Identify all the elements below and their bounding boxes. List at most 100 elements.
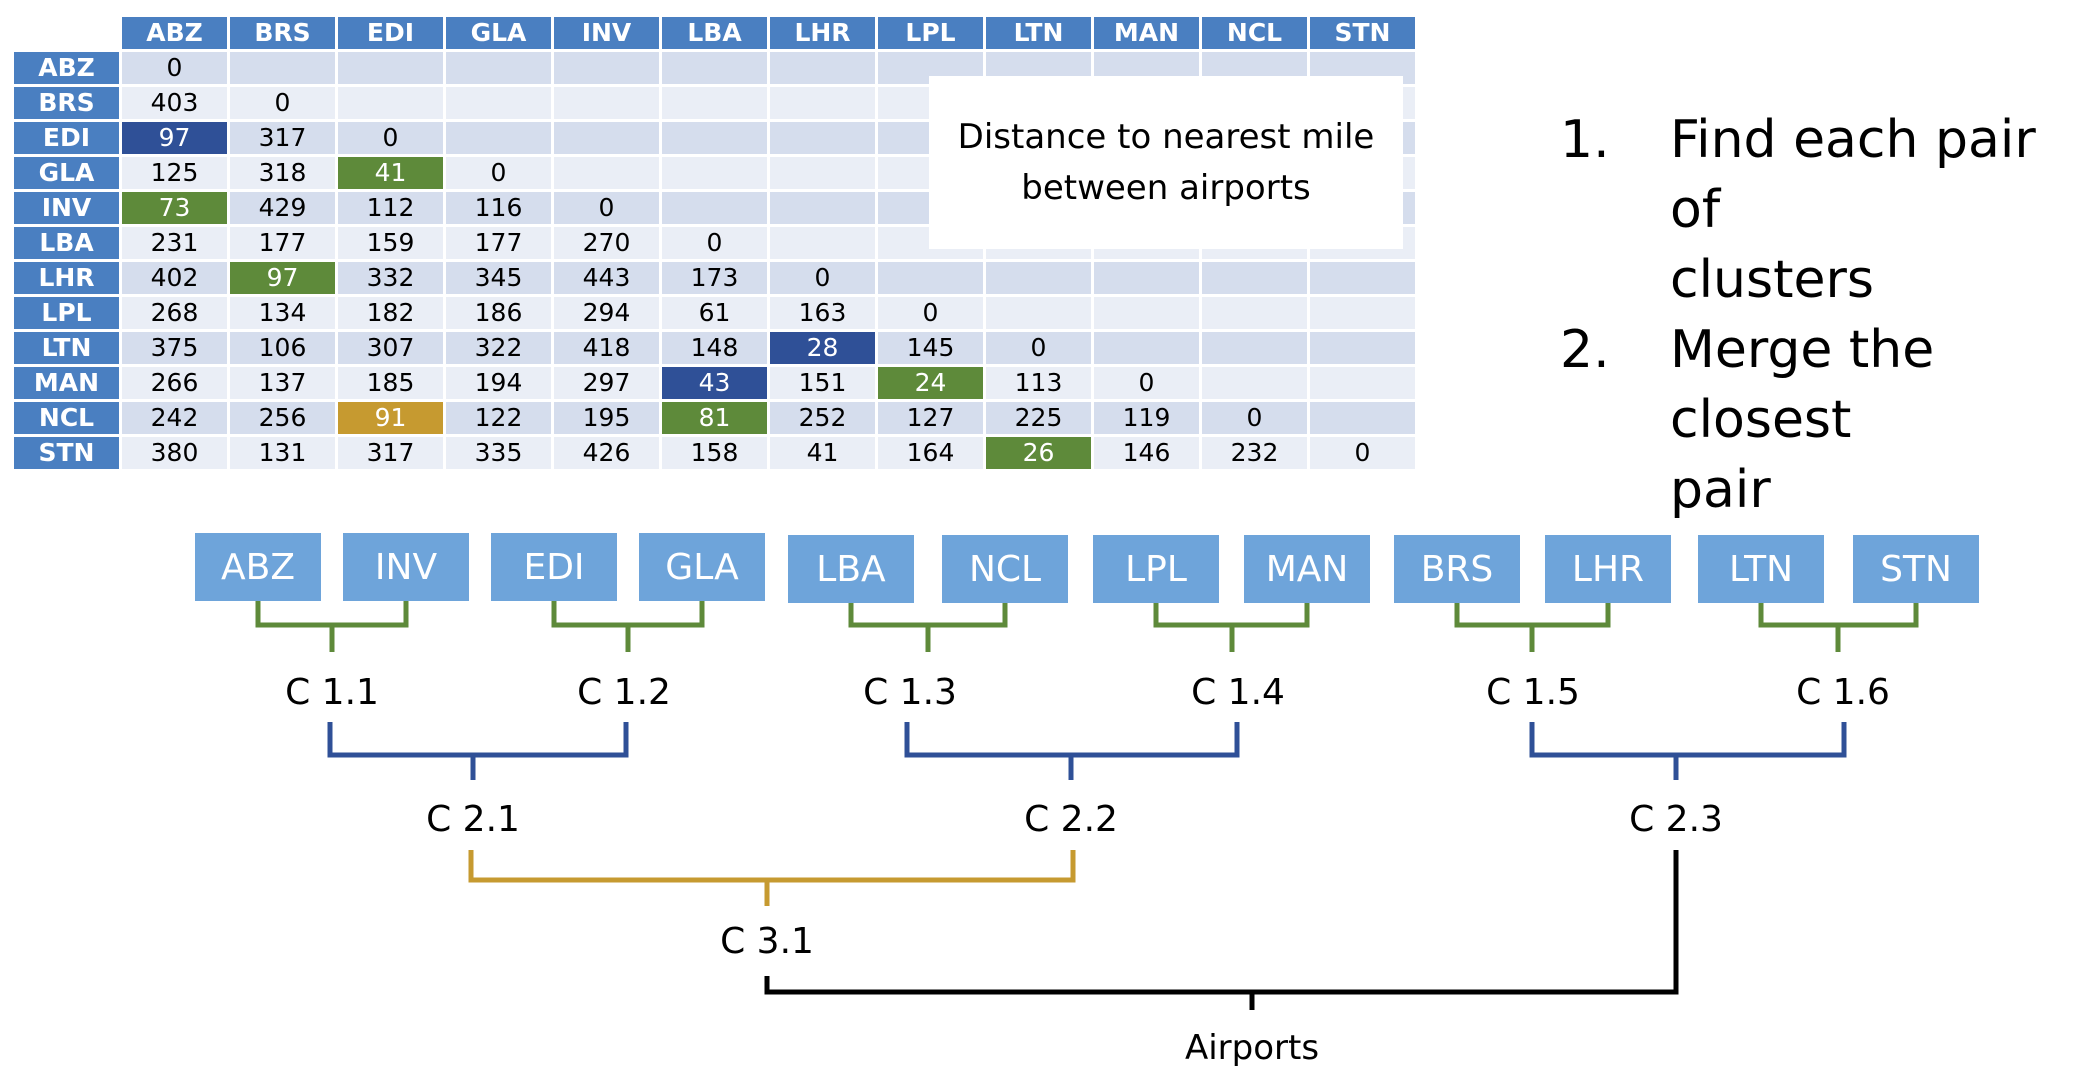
distance-cell: 116 xyxy=(446,192,551,224)
distance-cell: 185 xyxy=(338,367,443,399)
distance-cell: 375 xyxy=(122,332,227,364)
distance-cell: 195 xyxy=(554,402,659,434)
step-1: 1. Find each pair of clusters xyxy=(1560,105,2100,315)
merge-line-c2-1 xyxy=(327,722,629,780)
distance-cell: 332 xyxy=(338,262,443,294)
distance-cell: 0 xyxy=(662,227,767,259)
distance-cell: 0 xyxy=(446,157,551,189)
steps-list: 1. Find each pair of clusters 2. Merge t… xyxy=(1560,105,2100,525)
distance-cell: 151 xyxy=(770,367,875,399)
leaf-lhr: LHR xyxy=(1545,535,1671,603)
row-header: LPL xyxy=(14,297,119,329)
step-number: 1. xyxy=(1560,110,1610,170)
row-header: ABZ xyxy=(14,52,119,84)
leaf-man: MAN xyxy=(1244,535,1370,603)
distance-cell: 146 xyxy=(1094,437,1199,469)
empty-cell xyxy=(1094,332,1199,364)
merge-line-c1-5 xyxy=(1454,600,1611,652)
empty-cell xyxy=(770,157,875,189)
distance-cell: 106 xyxy=(230,332,335,364)
column-header: MAN xyxy=(1094,17,1199,49)
distance-cell: 119 xyxy=(1094,402,1199,434)
distance-cell: 294 xyxy=(554,297,659,329)
distance-cell: 0 xyxy=(986,332,1091,364)
distance-cell: 122 xyxy=(446,402,551,434)
distance-cell: 41 xyxy=(338,157,443,189)
distance-cell: 0 xyxy=(338,122,443,154)
matrix-row: LTN 375 106 307 322 418 148 28 145 0 xyxy=(14,332,1415,364)
distance-cell: 0 xyxy=(122,52,227,84)
leaf-stn: STN xyxy=(1853,535,1979,603)
empty-cell xyxy=(662,52,767,84)
empty-cell xyxy=(554,157,659,189)
empty-cell xyxy=(770,227,875,259)
distance-cell: 163 xyxy=(770,297,875,329)
distance-cell: 91 xyxy=(338,402,443,434)
cluster-c2-2: C 2.2 xyxy=(1024,799,1118,840)
distance-cell: 0 xyxy=(1202,402,1307,434)
distance-cell: 268 xyxy=(122,297,227,329)
merge-line-c1-3 xyxy=(848,600,1008,652)
distance-cell: 232 xyxy=(1202,437,1307,469)
distance-cell: 73 xyxy=(122,192,227,224)
distance-cell: 131 xyxy=(230,437,335,469)
empty-cell xyxy=(770,122,875,154)
distance-cell: 225 xyxy=(986,402,1091,434)
distance-cell: 177 xyxy=(230,227,335,259)
cluster-c1-1: C 1.1 xyxy=(285,672,379,713)
merge-line-root xyxy=(764,850,1679,1010)
step-text: Find each pair of clusters xyxy=(1670,110,2036,310)
distance-cell: 186 xyxy=(446,297,551,329)
distance-cell: 159 xyxy=(338,227,443,259)
empty-cell xyxy=(770,87,875,119)
distance-cell: 403 xyxy=(122,87,227,119)
distance-cell: 231 xyxy=(122,227,227,259)
leaf-lpl: LPL xyxy=(1093,535,1219,603)
leaf-ltn: LTN xyxy=(1698,535,1824,603)
distance-cell: 134 xyxy=(230,297,335,329)
distance-cell: 402 xyxy=(122,262,227,294)
empty-cell xyxy=(1094,262,1199,294)
row-header: NCL xyxy=(14,402,119,434)
distance-cell: 429 xyxy=(230,192,335,224)
cluster-c1-3: C 1.3 xyxy=(863,672,957,713)
empty-cell xyxy=(1310,332,1415,364)
distance-cell: 97 xyxy=(122,122,227,154)
row-header: LHR xyxy=(14,262,119,294)
empty-cell xyxy=(446,52,551,84)
distance-cell: 443 xyxy=(554,262,659,294)
column-header: LHR xyxy=(770,17,875,49)
empty-cell xyxy=(338,87,443,119)
empty-cell xyxy=(230,52,335,84)
distance-matrix: ABZ BRS EDI GLA INV LBA LHR LPL LTN MAN NCL STN ABZ… xyxy=(11,14,1418,472)
empty-cell xyxy=(1310,297,1415,329)
empty-cell xyxy=(446,87,551,119)
matrix-row: LPL 268 134 182 186 294 61 163 0 xyxy=(14,297,1415,329)
merge-line-c1-6 xyxy=(1758,600,1919,652)
empty-cell xyxy=(338,52,443,84)
matrix-row: STN 380 131 317 335 426 158 41 164 26 146 232 0 xyxy=(14,437,1415,469)
column-header: LBA xyxy=(662,17,767,49)
leaf-brs: BRS xyxy=(1394,535,1520,603)
empty-cell xyxy=(1310,367,1415,399)
leaf-gla: GLA xyxy=(639,533,765,601)
distance-cell: 266 xyxy=(122,367,227,399)
empty-cell xyxy=(1202,297,1307,329)
merge-line-c2-2 xyxy=(904,722,1240,780)
distance-cell: 242 xyxy=(122,402,227,434)
cluster-c1-6: C 1.6 xyxy=(1796,672,1890,713)
row-header: EDI xyxy=(14,122,119,154)
distance-cell: 177 xyxy=(446,227,551,259)
distance-cell: 318 xyxy=(230,157,335,189)
matrix-row: NCL 242 256 91 122 195 81 252 127 225 119 0 xyxy=(14,402,1415,434)
column-header: NCL xyxy=(1202,17,1307,49)
distance-note-text: Distance to nearest mile between airport… xyxy=(957,116,1375,208)
empty-cell xyxy=(1202,332,1307,364)
matrix-row: BRS 403 0 xyxy=(14,87,1415,119)
distance-cell: 28 xyxy=(770,332,875,364)
distance-cell: 256 xyxy=(230,402,335,434)
distance-cell: 43 xyxy=(662,367,767,399)
empty-cell xyxy=(986,297,1091,329)
column-header: GLA xyxy=(446,17,551,49)
empty-cell xyxy=(1310,402,1415,434)
